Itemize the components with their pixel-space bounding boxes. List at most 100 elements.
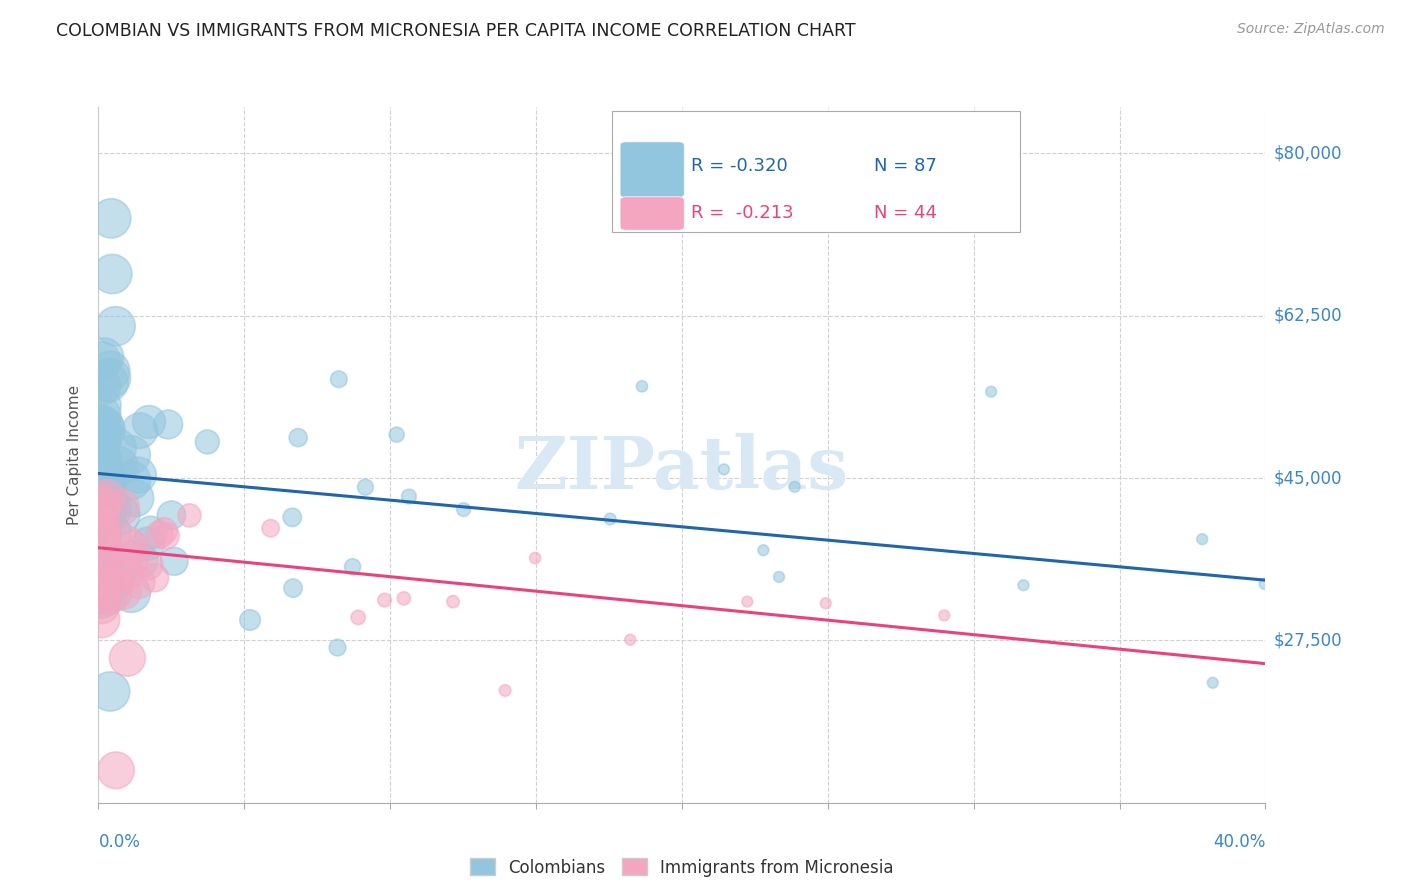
Text: $62,500: $62,500 bbox=[1274, 307, 1343, 325]
Point bbox=[90, 528, 112, 542]
Point bbox=[90, 591, 112, 606]
Point bbox=[90, 432, 112, 446]
Point bbox=[90, 503, 112, 517]
Point bbox=[96, 508, 118, 522]
Point bbox=[91, 526, 114, 541]
Point bbox=[90, 581, 112, 595]
Point bbox=[114, 566, 136, 581]
Point bbox=[90, 467, 112, 482]
FancyBboxPatch shape bbox=[612, 111, 1021, 232]
Point bbox=[103, 572, 125, 586]
Text: $27,500: $27,500 bbox=[1274, 632, 1343, 649]
Point bbox=[342, 559, 364, 574]
Point bbox=[1191, 532, 1213, 546]
Text: R =  -0.213: R = -0.213 bbox=[692, 203, 794, 222]
Point bbox=[90, 533, 112, 548]
Point bbox=[90, 467, 112, 482]
Point bbox=[129, 553, 152, 567]
Point bbox=[96, 491, 118, 505]
Legend: Colombians, Immigrants from Micronesia: Colombians, Immigrants from Micronesia bbox=[461, 850, 903, 885]
Point bbox=[157, 417, 180, 432]
Point bbox=[90, 588, 112, 602]
Point bbox=[128, 575, 150, 590]
Point bbox=[110, 500, 132, 515]
Point bbox=[392, 591, 415, 606]
Point bbox=[814, 596, 837, 610]
Point bbox=[98, 364, 121, 378]
Point bbox=[90, 571, 112, 585]
Point bbox=[347, 610, 370, 624]
Point bbox=[453, 502, 475, 516]
Point bbox=[121, 551, 143, 566]
Point bbox=[90, 460, 112, 475]
Text: $80,000: $80,000 bbox=[1274, 145, 1343, 162]
Text: 40.0%: 40.0% bbox=[1213, 833, 1265, 851]
Point bbox=[90, 464, 112, 478]
FancyBboxPatch shape bbox=[620, 197, 685, 230]
Point bbox=[90, 495, 112, 509]
Point bbox=[934, 608, 956, 623]
Text: ZIPatlas: ZIPatlas bbox=[515, 434, 849, 504]
Point bbox=[398, 490, 420, 504]
Point bbox=[980, 384, 1002, 399]
Point bbox=[1253, 577, 1275, 591]
Point bbox=[90, 399, 112, 413]
Point bbox=[100, 526, 122, 541]
Point bbox=[90, 461, 112, 475]
Point bbox=[287, 431, 309, 445]
Point bbox=[91, 513, 114, 527]
Point bbox=[155, 529, 177, 543]
Point bbox=[599, 512, 621, 526]
Point bbox=[752, 543, 775, 558]
Point bbox=[328, 372, 350, 386]
Point bbox=[90, 409, 112, 423]
Point bbox=[93, 549, 115, 563]
Point bbox=[148, 528, 170, 542]
Point bbox=[374, 593, 396, 607]
Point bbox=[120, 586, 142, 600]
Point bbox=[93, 494, 115, 508]
Point bbox=[90, 499, 112, 513]
Point bbox=[239, 613, 262, 627]
Point bbox=[143, 571, 166, 585]
Point bbox=[783, 480, 806, 494]
Point bbox=[93, 466, 115, 480]
Text: N = 87: N = 87 bbox=[875, 157, 938, 175]
Point bbox=[441, 594, 464, 608]
Point bbox=[97, 376, 120, 390]
Point bbox=[100, 502, 122, 516]
Point bbox=[93, 508, 115, 523]
Point bbox=[768, 570, 790, 584]
Point bbox=[90, 500, 112, 515]
Point bbox=[138, 415, 160, 429]
Point bbox=[98, 684, 121, 698]
Point bbox=[101, 267, 124, 281]
Text: 0.0%: 0.0% bbox=[98, 833, 141, 851]
Point bbox=[91, 533, 114, 548]
Point bbox=[117, 651, 139, 665]
Point bbox=[619, 632, 641, 647]
Point bbox=[281, 581, 304, 595]
Point bbox=[631, 379, 654, 393]
Point bbox=[104, 319, 127, 334]
Point bbox=[96, 490, 118, 504]
Point bbox=[90, 354, 112, 368]
Point bbox=[94, 554, 117, 568]
Y-axis label: Per Capita Income: Per Capita Income bbox=[67, 384, 83, 525]
Point bbox=[90, 576, 112, 591]
Text: $45,000: $45,000 bbox=[1274, 469, 1343, 487]
Point bbox=[163, 554, 186, 568]
Point bbox=[96, 471, 118, 485]
Point bbox=[96, 589, 118, 603]
Point bbox=[91, 454, 114, 468]
Point bbox=[281, 510, 304, 524]
Point bbox=[90, 612, 112, 626]
Point bbox=[90, 456, 112, 470]
Point bbox=[385, 427, 408, 442]
Point bbox=[100, 371, 122, 385]
Point bbox=[128, 424, 150, 438]
Point bbox=[524, 551, 547, 566]
Point bbox=[90, 480, 112, 494]
Point bbox=[94, 478, 117, 492]
Point bbox=[100, 211, 122, 226]
